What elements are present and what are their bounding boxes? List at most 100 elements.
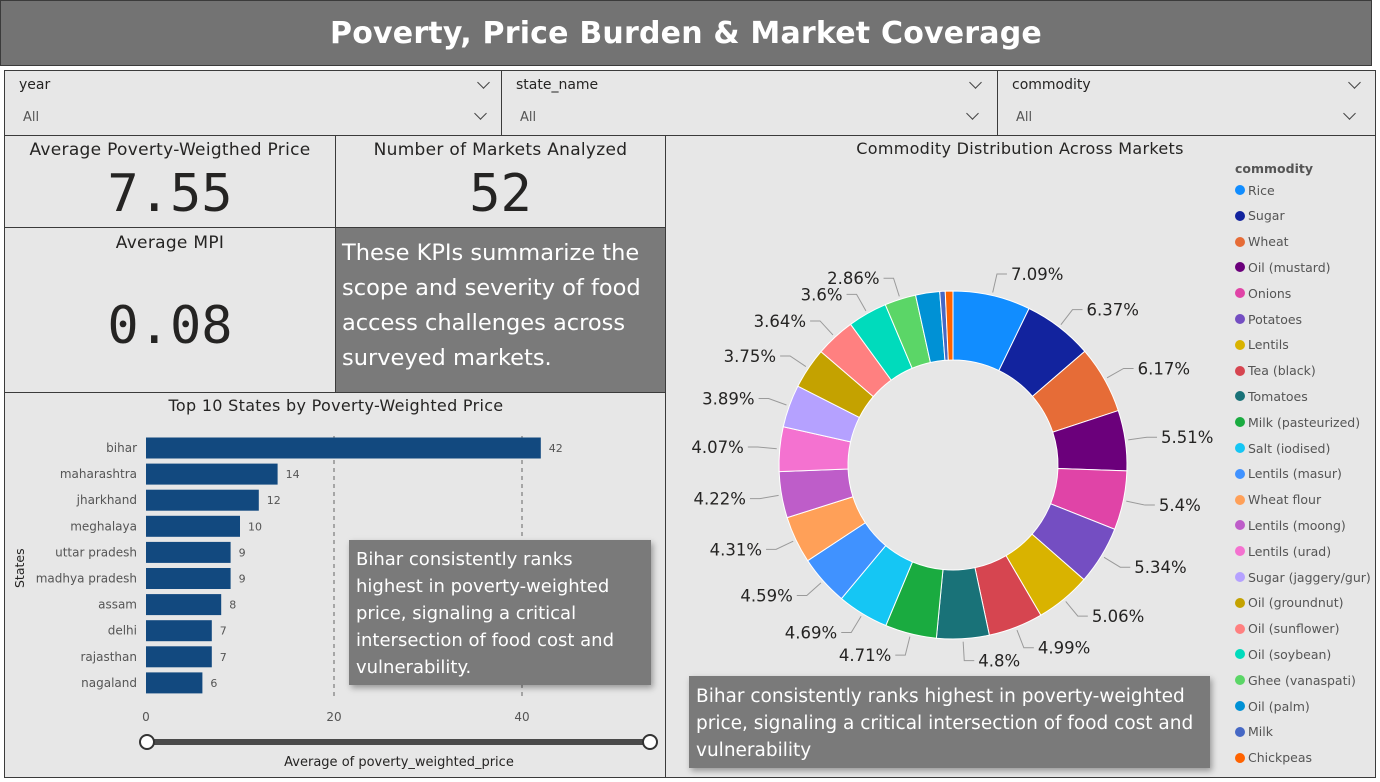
slice-data-label: 4.71% <box>839 646 891 665</box>
x-tick-label: 20 <box>326 710 341 724</box>
legend-title: commodity <box>1235 161 1313 176</box>
legend-item[interactable]: Rice <box>1235 182 1275 198</box>
legend-item[interactable]: Sugar <box>1235 208 1285 224</box>
slice-data-label: 4.07% <box>691 438 743 457</box>
legend-color-dot <box>1235 236 1245 247</box>
bar[interactable] <box>146 515 240 537</box>
legend-item[interactable]: Chickpeas <box>1235 750 1312 766</box>
leader-line <box>1065 601 1088 617</box>
legend-color-dot <box>1235 262 1245 273</box>
bar-data-label: 6 <box>210 677 217 690</box>
legend-item[interactable]: Oil (mustard) <box>1235 259 1331 275</box>
legend-item[interactable]: Milk (pasteurized) <box>1235 414 1360 430</box>
chevron-down-icon[interactable] <box>1348 76 1361 89</box>
legend-item[interactable]: Oil (soybean) <box>1235 646 1331 662</box>
state-name-slicer[interactable]: state_name All <box>501 70 998 136</box>
note-text: Bihar consistently ranks highest in pove… <box>356 549 615 678</box>
leader-line <box>747 446 777 450</box>
legend-item[interactable]: Oil (palm) <box>1235 698 1310 714</box>
legend-item[interactable]: Onions <box>1235 285 1291 301</box>
leader-line <box>1060 309 1083 326</box>
leader-line <box>1126 500 1155 506</box>
slice-data-label: 3.6% <box>801 285 843 304</box>
y-axis-title: States <box>12 548 27 588</box>
legend-label: Tomatoes <box>1248 388 1308 404</box>
legend-item[interactable]: Ghee (vanaspati) <box>1235 672 1356 688</box>
bar-data-label: 14 <box>286 468 300 481</box>
slider-handle-start[interactable] <box>139 734 155 750</box>
slider-track[interactable] <box>145 739 651 745</box>
legend-item[interactable]: Lentils (urad) <box>1235 543 1331 559</box>
legend-item[interactable]: Lentils <box>1235 337 1289 353</box>
legend-label: Salt (iodised) <box>1248 440 1331 456</box>
slice-data-label: 5.4% <box>1159 496 1201 515</box>
bar-data-label: 10 <box>248 520 262 533</box>
y-tick-label: delhi <box>108 624 137 638</box>
legend-item[interactable]: Wheat flour <box>1235 492 1321 508</box>
kpi-title: Average Poverty-Weigthed Price <box>29 140 311 160</box>
bar[interactable] <box>146 672 203 694</box>
legend-color-dot <box>1235 597 1245 608</box>
chevron-down-icon[interactable] <box>969 76 982 89</box>
legend-color-dot <box>1235 288 1245 299</box>
slicer-label: year <box>19 77 51 93</box>
leader-line <box>895 636 911 656</box>
legend-item[interactable]: Wheat <box>1235 234 1289 250</box>
leader-line <box>810 320 834 336</box>
slice-data-label: 5.51% <box>1161 428 1213 447</box>
note-text: These KPIs summarize the scope and sever… <box>342 240 641 371</box>
slice-data-label: 5.06% <box>1092 607 1144 626</box>
legend-item[interactable]: Lentils (moong) <box>1235 517 1346 533</box>
slice-data-label: 4.31% <box>710 540 762 559</box>
slice-data-label: 3.64% <box>754 312 806 331</box>
slicer-value[interactable]: All <box>1016 110 1033 125</box>
legend-item[interactable]: Milk <box>1235 724 1273 740</box>
note-text: Bihar consistently ranks highest in pove… <box>696 686 1194 761</box>
bar[interactable] <box>146 463 278 485</box>
page-title: Poverty, Price Burden & Market Coverage <box>330 15 1042 51</box>
legend-label: Rice <box>1248 182 1275 198</box>
commodity-slicer[interactable]: commodity All <box>997 70 1376 136</box>
donut-slice[interactable] <box>944 290 954 361</box>
slice-data-label: 6.17% <box>1138 359 1190 378</box>
slicer-value[interactable]: All <box>23 110 40 125</box>
bar[interactable] <box>146 568 231 589</box>
legend-color-dot <box>1235 314 1245 324</box>
y-tick-label: nagaland <box>81 676 137 690</box>
bar[interactable] <box>146 620 212 642</box>
kpi-summary-note: These KPIs summarize the scope and sever… <box>335 227 666 393</box>
legend-item[interactable]: Oil (groundnut) <box>1235 595 1343 611</box>
dropdown-chevron-icon[interactable] <box>1343 107 1356 120</box>
bar[interactable] <box>146 646 212 668</box>
legend-item[interactable]: Oil (sunflower) <box>1235 621 1339 637</box>
slice-data-label: 5.34% <box>1134 558 1186 577</box>
legend-item[interactable]: Lentils (masur) <box>1235 466 1342 482</box>
dropdown-chevron-icon[interactable] <box>966 107 979 120</box>
legend-color-dot <box>1235 572 1245 582</box>
leader-line <box>992 273 1007 293</box>
y-tick-label: uttar pradesh <box>55 545 137 559</box>
bar[interactable] <box>146 437 541 459</box>
x-axis-range-slider[interactable] <box>139 733 658 751</box>
bar[interactable] <box>146 489 259 511</box>
legend-color-dot <box>1235 726 1245 737</box>
leader-line <box>883 277 900 297</box>
kpi-value: 0.08 <box>107 296 233 356</box>
legend-item[interactable]: Potatoes <box>1235 311 1302 327</box>
legend-item[interactable]: Tomatoes <box>1235 388 1308 404</box>
legend-item[interactable]: Sugar (jaggery/gur) <box>1235 569 1371 585</box>
y-tick-label: assam <box>98 598 137 612</box>
bar[interactable] <box>146 541 231 563</box>
leader-line <box>841 616 862 634</box>
y-tick-label: jharkhand <box>76 493 137 507</box>
slice-data-label: 3.89% <box>702 390 754 409</box>
slicer-label: state_name <box>516 77 599 93</box>
bar[interactable] <box>146 594 222 616</box>
legend-item[interactable]: Salt (iodised) <box>1235 440 1330 456</box>
bar-data-label: 7 <box>220 625 227 638</box>
slicer-value[interactable]: All <box>520 110 537 125</box>
legend-label: Ghee (vanaspati) <box>1248 672 1356 688</box>
donut-chart-title: Commodity Distribution Across Markets <box>856 139 1184 158</box>
legend-item[interactable]: Tea (black) <box>1235 363 1316 379</box>
slider-handle-end[interactable] <box>642 734 658 750</box>
